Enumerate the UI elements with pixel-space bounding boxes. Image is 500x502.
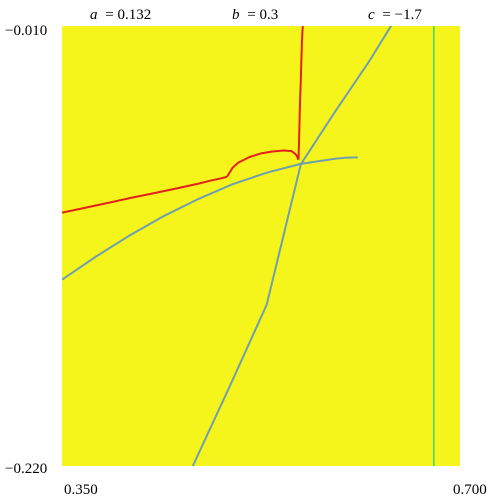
param-b-name: b xyxy=(232,7,240,23)
param-c-value: = −1.7 xyxy=(382,7,422,23)
x-tick-label-right: 0.700 xyxy=(453,482,487,498)
param-c-label: c = −1.7 xyxy=(368,7,422,23)
series-layer xyxy=(62,26,435,466)
param-a-name: a xyxy=(90,7,98,23)
series-line-1 xyxy=(226,149,300,178)
param-c-name: c xyxy=(368,7,375,23)
y-tick-label-bottom: −0.220 xyxy=(5,461,47,477)
y-tick-label-top: −0.010 xyxy=(5,23,47,39)
param-a-label: a = 0.132 xyxy=(90,7,151,23)
series-line-0 xyxy=(62,175,228,214)
param-a-value: = 0.132 xyxy=(105,7,151,23)
x-tick-label-left: 0.350 xyxy=(64,482,98,498)
param-b-label: b = 0.3 xyxy=(232,7,278,23)
series-line-3 xyxy=(62,156,358,281)
param-b-value: = 0.3 xyxy=(247,7,278,23)
series-line-4 xyxy=(191,26,393,466)
plot-area xyxy=(62,26,460,466)
series-line-2 xyxy=(297,26,304,160)
